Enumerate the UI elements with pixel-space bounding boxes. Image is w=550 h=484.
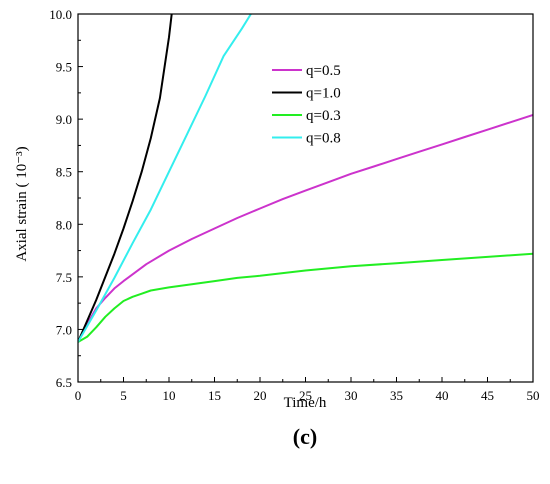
x-axis-title: Time/h bbox=[284, 395, 327, 411]
y-tick-label: 7.0 bbox=[56, 322, 72, 337]
x-tick-label: 20 bbox=[254, 388, 267, 403]
x-tick-label: 5 bbox=[120, 388, 127, 403]
legend-label: q=0.5 bbox=[306, 63, 341, 79]
x-tick-label: 35 bbox=[390, 388, 403, 403]
series-line-q-1-0 bbox=[78, 14, 173, 343]
y-tick-label: 9.0 bbox=[56, 112, 72, 127]
x-tick-label: 45 bbox=[481, 388, 494, 403]
series-layer bbox=[78, 14, 533, 343]
legend-label: q=0.3 bbox=[306, 108, 341, 124]
y-tick-label: 7.5 bbox=[56, 270, 72, 285]
x-tick-label: 40 bbox=[436, 388, 449, 403]
x-tick-label: 50 bbox=[527, 388, 540, 403]
x-tick-label: 15 bbox=[208, 388, 221, 403]
x-tick-label: 0 bbox=[75, 388, 82, 403]
legend: q=0.5 q=1.0 q=0.3 q=0.8 bbox=[272, 63, 341, 147]
legend-label: q=0.8 bbox=[306, 131, 341, 147]
legend-label: q=1.0 bbox=[306, 86, 341, 102]
y-tick-label: 10.0 bbox=[49, 7, 72, 22]
x-tick-label: 25 bbox=[299, 388, 312, 403]
tick-label-layer: 0 5 10 15 20 25 30 35 40 45 50 6.5 7.0 7.5 8.0 8.5 9.0 9.… bbox=[49, 7, 539, 403]
y-tick-label: 8.0 bbox=[56, 217, 72, 232]
y-tick-label: 6.5 bbox=[56, 375, 72, 390]
plot-frame bbox=[77, 13, 534, 383]
y-tick-label: 8.5 bbox=[56, 165, 72, 180]
y-tick-label: 9.5 bbox=[56, 60, 72, 75]
x-tick-label: 10 bbox=[163, 388, 176, 403]
panel-label: (c) bbox=[293, 424, 317, 449]
series-line-q-0-8 bbox=[78, 14, 252, 343]
y-axis-title: Axial strain ( 10⁻³) bbox=[14, 146, 30, 261]
series-line-q-0-3 bbox=[78, 252, 533, 343]
x-tick-label: 30 bbox=[345, 388, 358, 403]
series-line-q-0-5 bbox=[78, 113, 533, 343]
